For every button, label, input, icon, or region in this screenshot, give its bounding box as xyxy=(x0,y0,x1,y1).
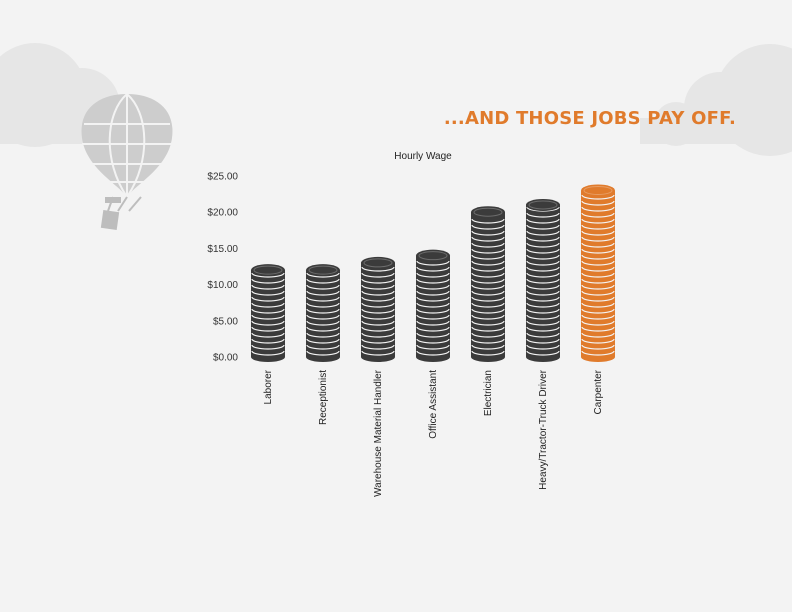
bar-warehouse-material-handler xyxy=(361,256,395,362)
y-tick-label: $5.00 xyxy=(213,316,238,327)
cloud-icon xyxy=(640,44,792,156)
x-tick-label: Office Assistant xyxy=(428,370,439,439)
y-tick-label: $10.00 xyxy=(207,280,238,291)
headline: ...AND THOSE JOBS PAY OFF. xyxy=(443,108,736,129)
bar-receptionist xyxy=(306,264,340,362)
x-tick-label: Carpenter xyxy=(593,369,604,414)
y-tick-label: $25.00 xyxy=(207,172,238,183)
x-tick-label: Electrician xyxy=(483,370,494,416)
y-tick-label: $15.00 xyxy=(207,244,238,255)
y-tick-label: $0.00 xyxy=(213,353,238,364)
y-axis: $0.00 $5.00 $10.00 $15.00 $20.00 $25.00 xyxy=(207,172,238,364)
y-tick-label: $20.00 xyxy=(207,208,238,219)
x-tick-label: Heavy/Tractor-Truck Driver xyxy=(538,369,549,489)
bar-electrician xyxy=(471,206,505,362)
x-axis: Laborer Receptionist Warehouse Material Ha… xyxy=(263,369,604,497)
hot-air-balloon-icon xyxy=(81,93,173,231)
bars xyxy=(251,184,615,362)
x-tick-label: Laborer xyxy=(263,369,274,404)
x-tick-label: Warehouse Material Handler xyxy=(373,369,384,497)
bar-heavy-tractor-truck-driver xyxy=(526,198,560,362)
chart-title: Hourly Wage xyxy=(394,151,452,162)
bar-laborer xyxy=(251,264,285,362)
bar-office-assistant xyxy=(416,249,450,362)
x-tick-label: Receptionist xyxy=(318,370,329,425)
bar-carpenter xyxy=(581,184,615,362)
